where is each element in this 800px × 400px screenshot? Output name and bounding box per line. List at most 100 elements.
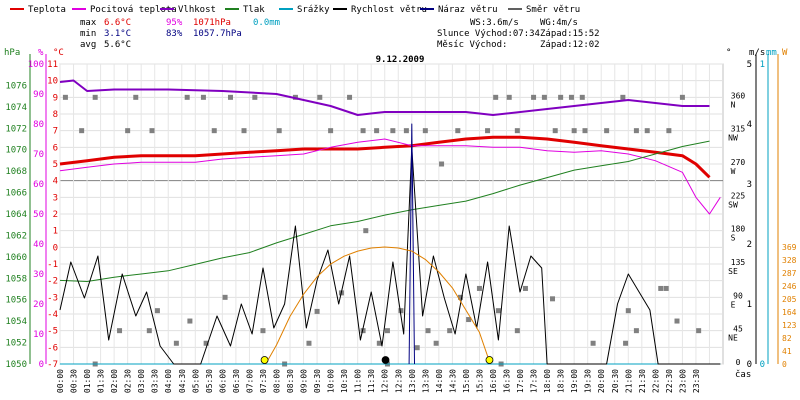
- direction-marker: [466, 317, 472, 323]
- tick-hpa: 1068: [5, 167, 27, 177]
- direction-marker: [328, 128, 334, 134]
- tick-wm2: 123: [782, 321, 797, 330]
- markers-layer: [260, 356, 494, 364]
- stat-avg-label: avg: [80, 40, 96, 50]
- tick-time: 02:30: [124, 369, 133, 393]
- tick-direction-name: NE: [728, 334, 738, 343]
- tick-percent: 90: [33, 90, 44, 100]
- tick-direction-name: SE: [728, 267, 738, 276]
- tick-percent: 60: [33, 180, 44, 190]
- direction-marker: [531, 94, 537, 100]
- direction-marker: [476, 285, 482, 291]
- tick-hpa: 1052: [5, 339, 27, 349]
- direction-marker: [582, 128, 588, 134]
- stat-min-temp: 3.1°C: [104, 29, 131, 39]
- direction-marker: [590, 340, 596, 346]
- tick-time: 12:00: [381, 369, 390, 393]
- tick-celsius: 9: [53, 93, 58, 103]
- direction-marker: [173, 340, 179, 346]
- direction-marker: [211, 128, 217, 134]
- tick-celsius: 3: [53, 193, 58, 203]
- direction-marker: [458, 294, 464, 300]
- legend-label: Teplota: [28, 5, 66, 15]
- sun-rise: Slunce Východ:07:34: [437, 29, 540, 39]
- tick-mm: 1: [760, 60, 765, 70]
- tick-celsius: -5: [47, 327, 58, 337]
- tick-time: 04:30: [178, 369, 187, 393]
- direction-marker: [433, 340, 439, 346]
- direction-marker: [495, 308, 501, 314]
- tick-celsius: 5: [53, 160, 58, 170]
- direction-marker: [146, 328, 152, 334]
- direction-marker: [200, 94, 206, 100]
- tick-time: 06:00: [218, 369, 227, 393]
- direction-marker: [674, 318, 680, 324]
- tick-celsius: -1: [47, 260, 58, 270]
- tick-percent: 80: [33, 120, 44, 130]
- tick-direction-name: NW: [728, 134, 738, 143]
- series-n-raz-v-tru: [408, 123, 415, 365]
- direction-marker: [62, 94, 68, 100]
- direction-marker: [306, 340, 312, 346]
- stat-max-temp: 6.6°C: [104, 18, 131, 28]
- tick-mm: 0: [760, 360, 765, 370]
- tick-hpa: 1070: [5, 146, 27, 156]
- direction-marker: [679, 94, 685, 100]
- direction-marker: [125, 128, 131, 134]
- marker-sunset: [485, 356, 494, 364]
- stat-avg-temp: 5.6°C: [104, 40, 131, 50]
- direction-marker: [439, 161, 445, 167]
- tick-celsius: -4: [47, 310, 58, 320]
- tick-time: 01:30: [97, 369, 106, 393]
- direction-marker: [360, 328, 366, 334]
- moon-rise: Měsíc Východ:: [437, 40, 507, 50]
- tick-celsius: 1: [53, 227, 58, 237]
- tick-wm2: 0: [782, 360, 787, 369]
- axis-title-celsius: °C: [53, 48, 64, 58]
- direction-marker: [558, 94, 564, 100]
- tick-time: 16:00: [489, 369, 498, 393]
- tick-time: 11:00: [354, 369, 363, 393]
- direction-marker: [568, 94, 574, 100]
- tick-wm2: 328: [782, 256, 797, 265]
- plot-area: hPa% °C ° m/s mm W107610741072107010681066106…: [4, 48, 797, 393]
- tick-time: 21:00: [624, 369, 633, 393]
- tick-time: 13:00: [408, 369, 417, 393]
- direction-marker: [184, 94, 190, 100]
- tick-time: 00:30: [70, 369, 79, 393]
- tick-time: 01:00: [83, 369, 92, 393]
- tick-direction: 90: [733, 291, 743, 300]
- direction-marker: [550, 296, 556, 302]
- tick-ms: 2: [747, 240, 752, 250]
- direction-marker: [604, 128, 610, 134]
- tick-ms: 4: [747, 120, 752, 130]
- tick-hpa: 1056: [5, 296, 27, 306]
- tick-direction-name: SW: [728, 200, 738, 209]
- direction-marker: [571, 128, 577, 134]
- tick-wm2: 41: [782, 347, 792, 356]
- tick-time: 15:30: [475, 369, 484, 393]
- direction-marker: [425, 328, 431, 334]
- direction-marker: [117, 328, 123, 334]
- tick-direction-name: N: [731, 100, 736, 109]
- tick-time: 12:30: [394, 369, 403, 393]
- direction-marker: [633, 128, 639, 134]
- legend-label: Rychlost větru: [351, 5, 427, 15]
- tick-celsius: 4: [53, 177, 58, 187]
- axis-title-hpa: hPa: [4, 48, 20, 58]
- tick-percent: 70: [33, 150, 44, 160]
- tick-ms: 0: [747, 360, 752, 370]
- direction-marker: [360, 128, 366, 134]
- tick-time: 17:30: [530, 369, 539, 393]
- tick-hpa: 1062: [5, 231, 27, 241]
- wind-ws: WS:3.6m/s: [470, 18, 519, 28]
- direction-marker: [658, 285, 664, 291]
- series-rychlost-v-tru: [59, 147, 721, 365]
- direction-marker: [620, 94, 626, 100]
- direction-marker: [376, 340, 382, 346]
- tick-wm2: 164: [782, 308, 797, 317]
- tick-celsius: -6: [47, 343, 58, 353]
- direction-marker: [493, 94, 499, 100]
